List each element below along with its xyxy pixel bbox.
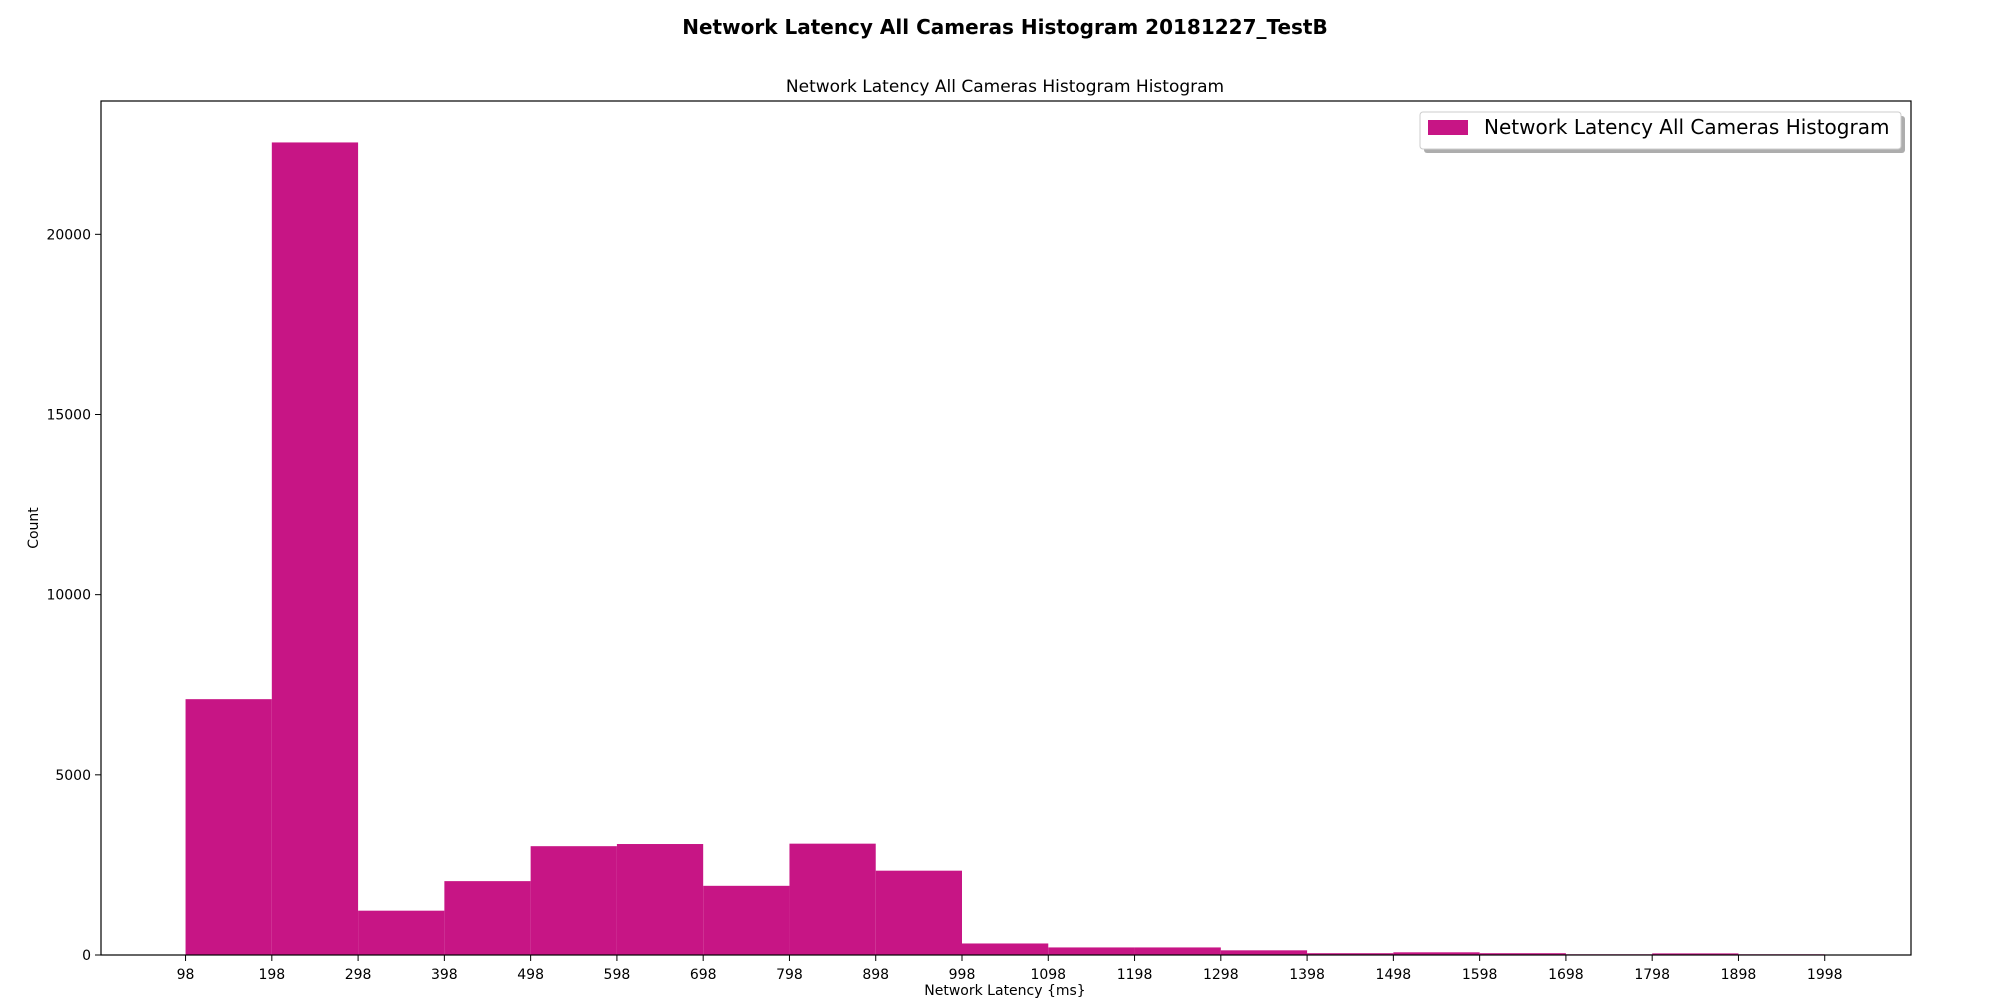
x-tick-label: 498 [517,967,544,983]
y-tick-label: 5000 [55,768,91,784]
x-tick-label: 898 [862,967,889,983]
x-tick-label: 298 [345,967,372,983]
histogram-bar [703,885,790,955]
histogram-bar [789,843,876,955]
x-tick-label: 1498 [1376,967,1412,983]
legend-label: Network Latency All Cameras Histogram [1484,115,1889,139]
histogram-bar [875,870,962,955]
histogram-bar [1220,950,1308,955]
plot-area-frame [100,100,1912,956]
legend-box [1419,111,1902,150]
histogram-bar [358,910,445,955]
histogram-bar [1134,947,1221,955]
x-tick-label: 98 [177,967,195,983]
y-axis-ticks: 0 5000 10000 15000 20000 [46,227,101,964]
x-axis-ticks: 98 198 298 398 498 598 698 798 898 998 1098 1198 129… [177,955,1843,983]
legend: Network Latency All Cameras Histogram [1419,111,1905,153]
histogram-bar [616,844,704,955]
histogram-bar [1652,953,1739,955]
y-axis-label: Count [26,507,42,549]
x-tick-label: 1698 [1548,967,1584,983]
x-tick-label: 1198 [1117,967,1153,983]
histogram-bar [1307,953,1394,955]
bars-group [185,142,1825,955]
x-axis-label: Network Latency {ms} [924,983,1085,999]
figure-title: Network Latency All Cameras Histogram 20… [682,15,1328,39]
x-tick-label: 1098 [1030,967,1066,983]
histogram-bar [1048,947,1135,955]
histogram-bar [1393,952,1480,955]
x-tick-label: 598 [604,967,631,983]
x-tick-label: 1398 [1289,967,1325,983]
x-tick-label: 198 [258,967,285,983]
histogram-bar [1479,953,1566,955]
histogram-bar [271,142,359,955]
histogram-bar [444,881,531,955]
y-tick-label: 0 [82,948,91,964]
y-tick-label: 10000 [46,588,91,604]
legend-swatch [1428,120,1468,135]
x-tick-label: 1798 [1634,967,1670,983]
x-tick-label: 1598 [1462,967,1498,983]
y-tick-label: 15000 [46,407,91,423]
x-tick-label: 1898 [1721,967,1757,983]
chart-title: Network Latency All Cameras Histogram Hi… [786,77,1224,97]
x-tick-label: 998 [949,967,976,983]
x-tick-label: 798 [776,967,803,983]
histogram-bar [962,943,1049,955]
histogram-bar [530,846,617,955]
x-tick-label: 1298 [1203,967,1239,983]
y-tick-label: 20000 [46,227,91,243]
x-tick-label: 698 [690,967,717,983]
x-tick-label: 1998 [1807,967,1843,983]
x-tick-label: 398 [431,967,458,983]
histogram-bar [185,699,272,955]
